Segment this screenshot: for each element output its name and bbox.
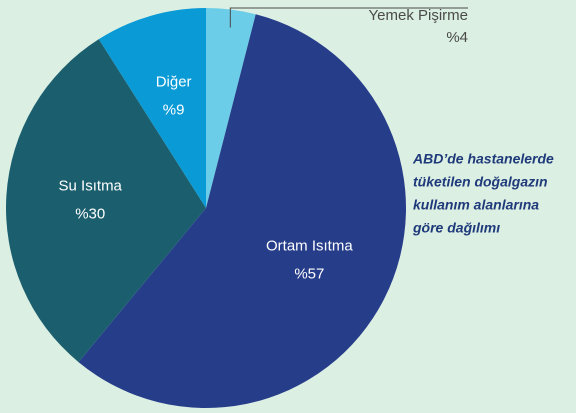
pie-slice <box>78 14 407 409</box>
pie-slice <box>5 39 206 363</box>
pie-slice <box>98 8 206 208</box>
pie-slice <box>206 8 256 208</box>
slice-value-label: %57 <box>294 266 324 283</box>
slice-value-label: %4 <box>446 29 468 46</box>
chart-title: göre dağılımı <box>412 220 500 236</box>
slice-label: Su Isıtma <box>59 178 123 195</box>
chart-title: kullanım alanlarına <box>413 197 539 213</box>
slice-label: Diğer <box>156 74 192 91</box>
slice-label: Yemek Pişirme <box>369 7 468 24</box>
slice-value-label: %30 <box>75 206 105 223</box>
slice-label: Ortam Isıtma <box>266 238 353 255</box>
leader-line <box>229 7 468 28</box>
slice-value-label: %9 <box>163 102 185 119</box>
chart-title: ABD’de hastanelerde <box>412 151 554 167</box>
chart-title: tüketilen doğalgazın <box>413 174 548 190</box>
